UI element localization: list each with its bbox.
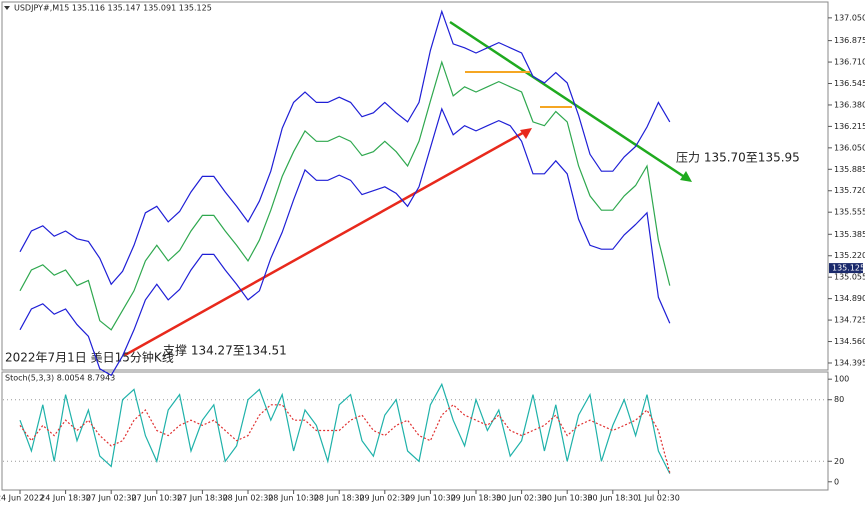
y-tick-label: 135.055 [834,273,865,282]
y-tick-label: 135.220 [834,251,865,260]
x-tick-label: 29 Jun 02:30 [359,494,410,503]
annotation: 支撑 134.27至134.51 [163,343,287,358]
x-tick-label: 27 Jun 02:30 [86,494,137,503]
y-tick-label: 135.385 [834,230,865,239]
y-tick-label: 136.545 [834,79,865,88]
menu-icon [4,6,10,10]
y-tick-label: 134.395 [834,358,865,367]
last-price-box [829,263,863,274]
resistance-trendline [449,20,687,180]
y-tick-label: 80 [834,395,844,404]
x-tick-label: 29 Jun 18:30 [451,494,502,503]
x-tick-label: 28 Jun 10:30 [268,494,319,503]
stoch-title: Stoch(5,3,3) 8.0054 8.7943 [5,374,115,383]
x-tick-label: 1 Jul 02:30 [637,494,680,503]
y-tick-label: 20 [834,457,844,466]
x-tick-label: 24 Jun 18:30 [40,494,91,503]
y-tick-label: 135.720 [834,186,865,195]
y-tick-label: 134.560 [834,337,865,346]
y-tick-label: 136.875 [834,36,865,45]
series-line [19,60,671,331]
x-tick-label: 27 Jun 10:30 [131,494,182,503]
x-tick-label: 29 Jun 10:30 [405,494,456,503]
series-line [19,107,671,377]
x-tick-label: 27 Jun 18:30 [177,494,228,503]
x-tick-label: 28 Jun 18:30 [314,494,365,503]
main-panel [1,1,829,371]
annotation: 压力 135.70至135.95 [676,151,800,165]
x-tick-label: 28 Jun 02:30 [223,494,274,503]
series-line [19,9,671,286]
support-trendline [124,128,529,357]
y-tick-label: 136.380 [834,100,865,109]
y-tick-label: 137.050 [834,13,865,22]
series-line [19,382,671,474]
last-price-label: 135.125 [832,264,865,273]
y-tick-label: 134.725 [834,316,865,325]
y-tick-label: 100 [834,375,849,384]
y-tick-label: 136.710 [834,58,865,67]
x-tick-label: 30 Jun 18:30 [587,494,638,503]
y-tick-label: 135.885 [834,165,865,174]
y-tick-label: 0 [834,477,839,486]
arrow-head [520,128,532,139]
x-tick-label: 24 Jun 2022 [0,494,44,503]
annotation: 2022年7月1日 美日15分钟K线 [5,350,174,365]
y-tick-label: 135.555 [834,208,865,217]
x-tick-label: 30 Jun 02:30 [496,494,547,503]
arrow-head [680,171,692,182]
x-tick-label: 30 Jun 10:30 [542,494,593,503]
y-tick-label: 136.215 [834,122,865,131]
chart-title: USDJPY#,M15 135.116 135.147 135.091 135.… [14,4,212,13]
y-tick-label: 134.890 [834,294,865,303]
y-tick-label: 136.050 [834,143,865,152]
series-line [19,403,671,473]
